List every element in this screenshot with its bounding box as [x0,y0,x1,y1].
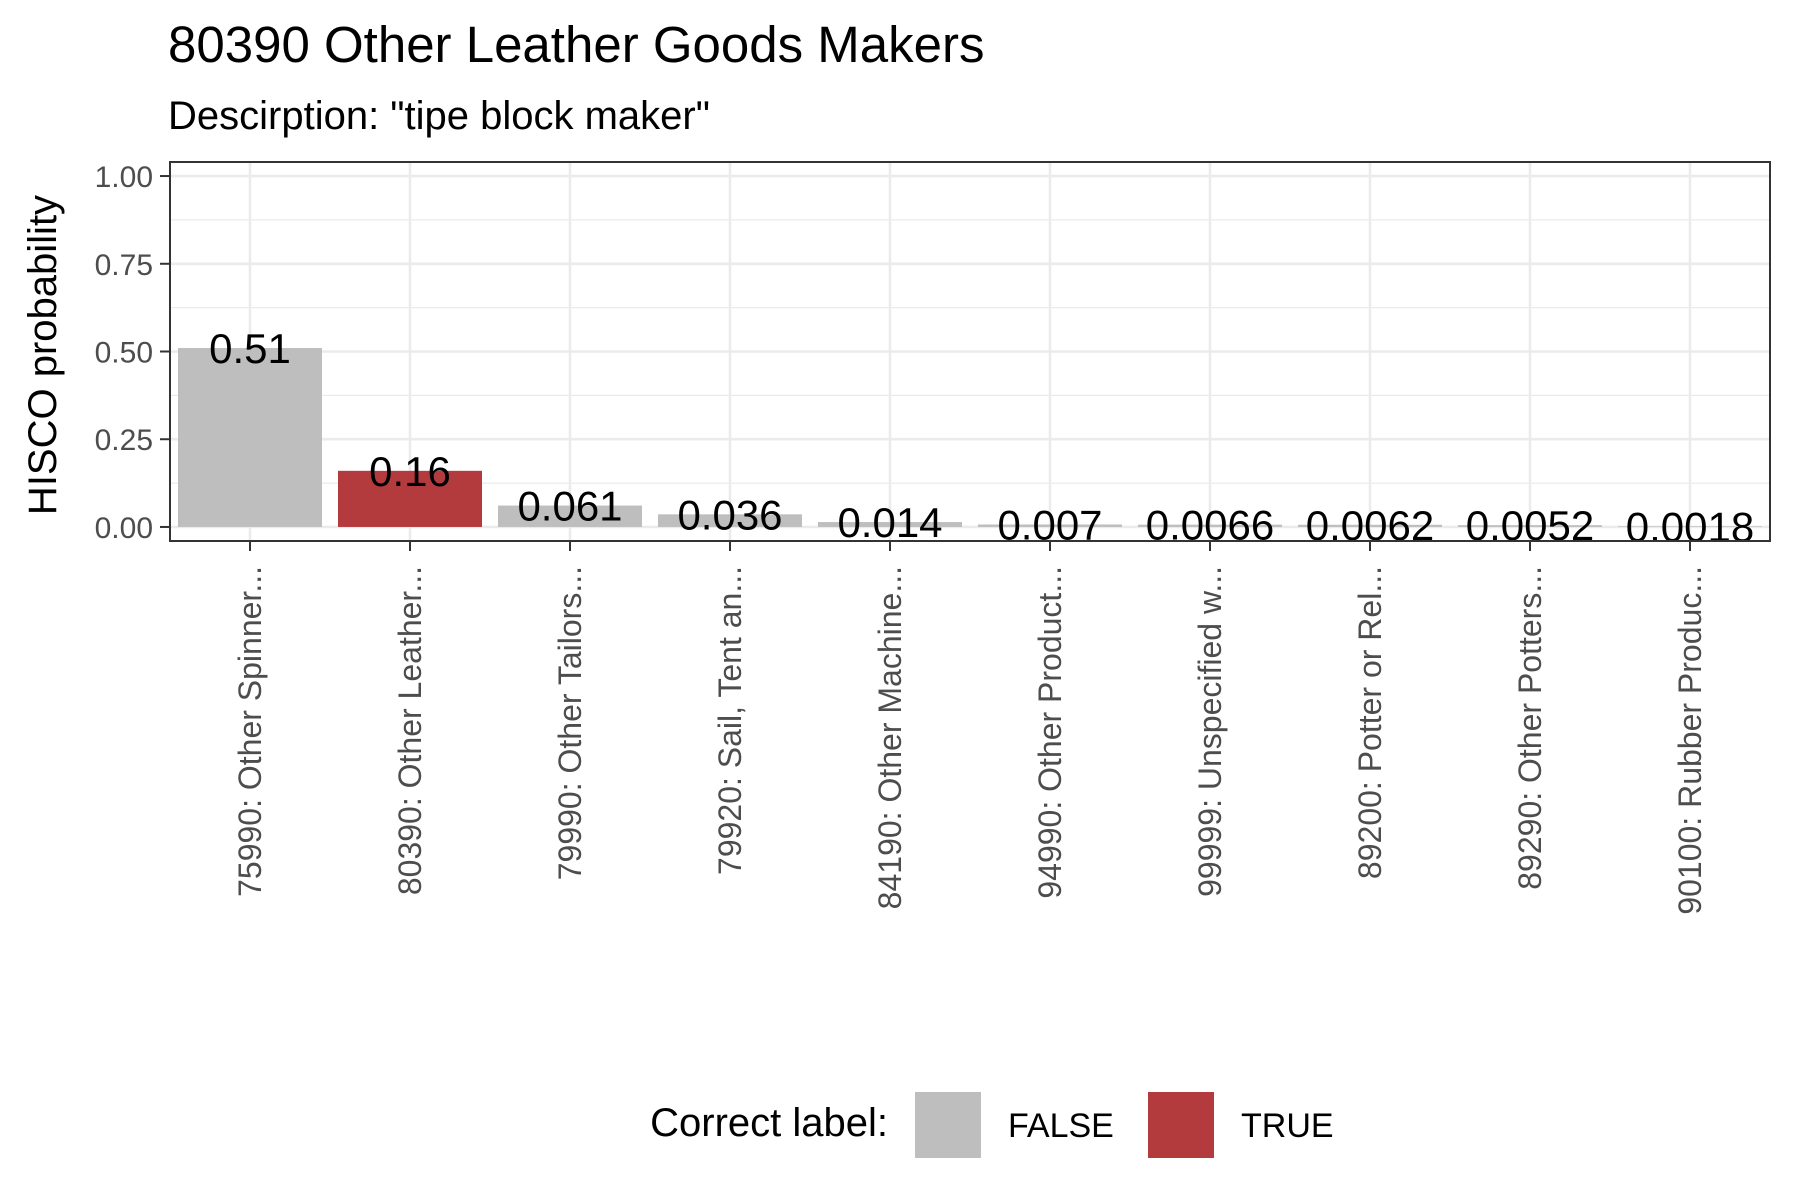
x-tick-label: 80390: Other Leather... [392,566,428,895]
legend-item-label: TRUE [1241,1107,1334,1145]
bar [338,470,482,527]
bar [1618,526,1762,527]
bar [658,514,802,527]
x-tick-label: 75990: Other Spinner... [232,566,268,897]
x-tick-label: 89290: Other Potters... [1512,566,1548,890]
y-tick-label: 0.00 [95,512,153,545]
x-tick-label: 90100: Rubber Produc... [1672,566,1708,915]
bar [1138,524,1282,527]
x-tick-label: 94990: Other Product... [1032,566,1068,899]
x-tick-label: 79990: Other Tailors... [552,566,588,880]
bar [178,347,322,527]
data-label: 0.16 [369,448,451,495]
chart-subtitle: Descirption: "tipe block maker" [168,94,710,138]
legend: Correct label: FALSE TRUE [650,1092,1334,1158]
data-label: 0.036 [677,491,782,538]
legend-key [915,1092,981,1158]
y-tick-label: 1.00 [95,161,153,194]
y-tick-label: 0.25 [95,424,153,457]
x-tick-label: 89200: Potter or Rel... [1352,566,1388,879]
x-tick-label: 84190: Other Machine... [872,566,908,909]
bar [1458,525,1602,527]
bars [178,347,1762,527]
data-label: 0.061 [517,483,622,530]
y-tick-label: 0.75 [95,249,153,282]
data-label: 0.51 [209,325,291,372]
legend-item-label: FALSE [1008,1107,1114,1145]
bar [978,524,1122,527]
bar [1298,524,1442,527]
x-tick-label: 79920: Sail, Tent an... [712,566,748,875]
y-axis-title: HISCO probability [21,195,65,515]
y-tick-label: 0.50 [95,337,153,370]
legend-title: Correct label: [650,1101,888,1145]
bar [818,522,962,527]
legend-key [1148,1092,1214,1158]
bar [498,505,642,527]
data-label: 0.014 [837,499,942,546]
chart-title: 80390 Other Leather Goods Makers [168,16,984,73]
x-tick-label: 99999: Unspecified w... [1192,566,1228,897]
axes: 0.00 0.25 0.50 0.75 1.00 75990: Other Spinner… [95,161,1708,915]
